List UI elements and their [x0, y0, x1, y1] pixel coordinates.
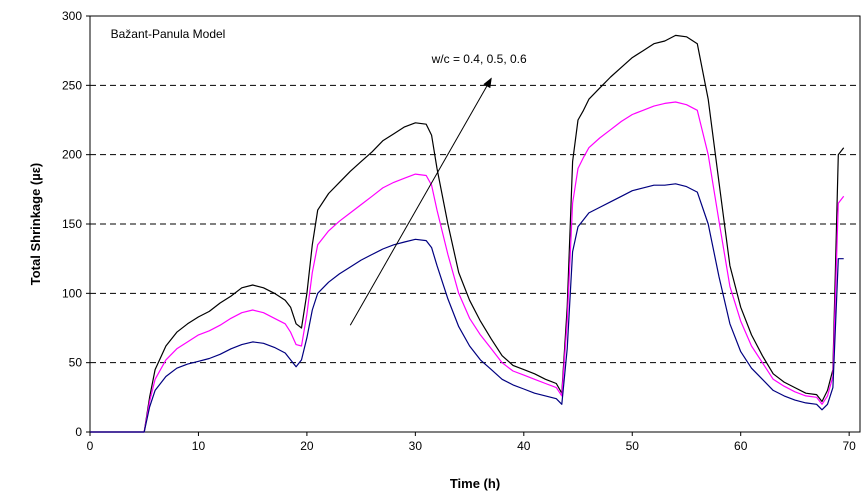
series-line-2	[90, 101, 845, 433]
tick-labels: 0 50 100 150 200 250 300 0 10 20 30 40 50 60 70	[62, 9, 856, 453]
model-annotation: Bažant-Panula Model	[111, 27, 226, 41]
series-line-3	[90, 183, 844, 433]
y-tick-label: 300	[62, 9, 82, 23]
arrow-annotation	[349, 77, 492, 326]
x-tick-label: 10	[192, 439, 206, 453]
y-tick-label: 100	[62, 286, 82, 300]
x-tick-label: 30	[409, 439, 423, 453]
y-tick-label: 50	[69, 356, 83, 370]
x-axis-title: Time (h)	[450, 476, 500, 491]
series-line-1	[90, 34, 845, 433]
series-group	[90, 34, 845, 433]
x-tick-label: 60	[734, 439, 748, 453]
y-tick-label: 150	[62, 217, 82, 231]
y-tick-label: 250	[62, 78, 82, 92]
x-tick-label: 40	[517, 439, 531, 453]
y-tick-label: 0	[75, 425, 82, 439]
y-tick-label: 200	[62, 148, 82, 162]
x-tick-label: 20	[300, 439, 314, 453]
x-tick-label: 70	[842, 439, 856, 453]
gridlines	[90, 84, 860, 364]
x-tick-label: 0	[87, 439, 94, 453]
y-axis-title: Total Shrinkage (µε)	[28, 163, 43, 285]
x-tick-label: 50	[626, 439, 640, 453]
wc-annotation: w/c = 0.4, 0.5, 0.6	[431, 52, 527, 66]
